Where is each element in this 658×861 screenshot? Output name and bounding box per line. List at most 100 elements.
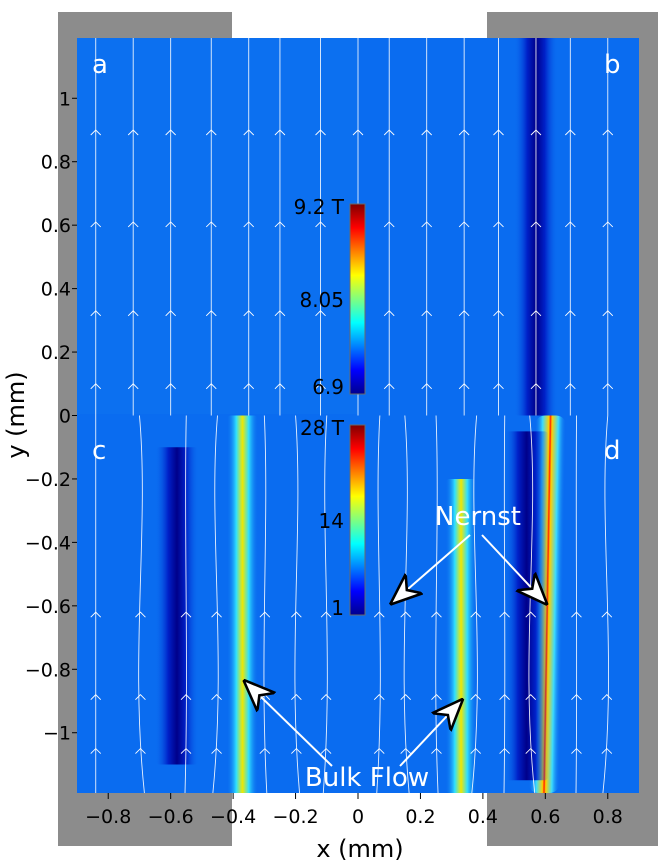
- y-tick-label: 0.8: [41, 152, 71, 174]
- heatmap-field: [77, 38, 639, 793]
- streamline-arrow: [431, 747, 442, 754]
- streamline-arrow: [383, 310, 395, 317]
- streamline-arrow: [90, 747, 102, 754]
- streamline-arrow: [458, 129, 470, 136]
- x-tick-label: −0.4: [210, 806, 256, 828]
- streamline-arrow: [564, 221, 576, 228]
- streamline-arrow: [291, 611, 302, 618]
- streamline-arrow: [274, 129, 286, 136]
- streamline-arrow: [400, 694, 412, 700]
- streamline-arrow: [525, 694, 537, 700]
- streamline-arrow: [165, 129, 176, 136]
- streamline-arrow: [470, 694, 482, 700]
- streamline-arrow: [243, 383, 255, 390]
- heatmap-band-d-5: [504, 431, 549, 781]
- streamline-arrow: [493, 129, 504, 136]
- streamline-arrow: [205, 221, 217, 228]
- streamline-arrow: [602, 221, 614, 228]
- colorbar-2-tick: 1: [331, 596, 344, 620]
- streamline-arrow: [243, 129, 255, 136]
- streamline-arrow: [90, 611, 102, 618]
- streamline-arrow: [127, 383, 139, 390]
- streamline-arrow: [211, 747, 222, 754]
- streamline-arrow: [274, 310, 286, 317]
- heatmap-band-c-1: [226, 415, 259, 793]
- streamline-arrow: [205, 310, 217, 317]
- streamline-arrow: [90, 694, 102, 700]
- streamline-arrow: [493, 221, 504, 228]
- streamline-arrow: [400, 611, 412, 618]
- streamline-arrow: [180, 611, 192, 618]
- streamline-arrow: [530, 221, 542, 228]
- streamline-arrow: [90, 129, 102, 136]
- streamline-bottom: [184, 415, 187, 793]
- streamline-arrow: [602, 310, 614, 317]
- colorbar-1: [349, 203, 366, 395]
- panel-a-tint: [77, 38, 358, 414]
- streamline-arrow: [525, 747, 537, 754]
- streamline-arrow: [458, 221, 470, 228]
- streamline-arrow: [493, 310, 504, 317]
- x-tick-label: 0.8: [593, 806, 623, 828]
- streamline-arrow: [291, 747, 302, 754]
- streamline-arrow: [180, 747, 192, 754]
- annotation-arrow: [399, 701, 461, 767]
- streamline-arrow: [315, 310, 326, 317]
- streamline-arrow: [564, 129, 576, 136]
- streamline-arrow: [315, 383, 326, 390]
- streamline-arrow: [571, 747, 582, 754]
- streamline-bottom: [376, 415, 381, 793]
- streamline-arrow: [458, 383, 470, 390]
- annotation-arrow: [246, 682, 333, 767]
- streamline-arrow: [127, 129, 139, 136]
- streamline-arrow: [530, 129, 542, 136]
- y-tick-label: 0.4: [41, 279, 71, 301]
- streamline-arrow: [135, 611, 146, 618]
- streamline-arrow: [602, 383, 614, 390]
- x-tick-label: −0.6: [148, 806, 194, 828]
- y-tick-label: −0.6: [25, 596, 71, 618]
- streamline-arrow: [530, 383, 542, 390]
- streamline-arrow: [315, 221, 326, 228]
- x-tick-label: −0.2: [272, 806, 318, 828]
- x-tick-label: 0.6: [530, 806, 560, 828]
- y-tick-label: −0.8: [25, 659, 71, 681]
- y-tick-label: 0: [59, 406, 71, 428]
- streamline-bottom: [322, 415, 328, 793]
- colorbar-2-tick: 28 T: [300, 416, 345, 440]
- streamline-arrow: [564, 310, 576, 317]
- panel-label-b: b: [604, 50, 621, 80]
- streamline-arrow: [499, 747, 510, 754]
- y-tick-label: −0.2: [25, 469, 71, 491]
- streamline-arrow: [499, 611, 510, 618]
- streamline-arrow: [243, 221, 255, 228]
- streamline-arrow: [525, 611, 537, 618]
- streamline-arrow: [205, 383, 217, 390]
- annotation-nernst: Nernst: [435, 502, 521, 532]
- heatmap-band-c-2: [155, 447, 199, 765]
- streamline-arrow: [320, 747, 332, 754]
- streamline-arrow: [315, 129, 326, 136]
- streamline-arrow: [165, 221, 176, 228]
- streamline-arrow: [564, 383, 576, 390]
- streamline-arrow: [493, 383, 504, 390]
- streamline-arrow: [373, 694, 385, 700]
- streamline-arrow: [127, 221, 139, 228]
- streamline-arrow: [383, 221, 395, 228]
- streamline-arrow: [90, 310, 102, 317]
- x-tick-label: 0.4: [468, 806, 498, 828]
- colorbar-1-tick: 6.9: [312, 375, 344, 399]
- y-tick-label: 0.2: [41, 342, 71, 364]
- streamline-arrow: [431, 611, 442, 618]
- streamline-arrow: [274, 383, 286, 390]
- colorbar-2: [349, 424, 366, 616]
- streamline-arrow: [421, 383, 433, 390]
- colorbar-2-tick: 14: [319, 509, 344, 533]
- streamline-bottom: [575, 415, 578, 793]
- streamline-arrow: [499, 694, 510, 700]
- streamline-arrow: [470, 611, 482, 618]
- streamline-arrow: [601, 747, 613, 754]
- streamline-arrow: [571, 611, 582, 618]
- streamline-bottom: [471, 415, 478, 793]
- streamline-arrow: [601, 611, 613, 618]
